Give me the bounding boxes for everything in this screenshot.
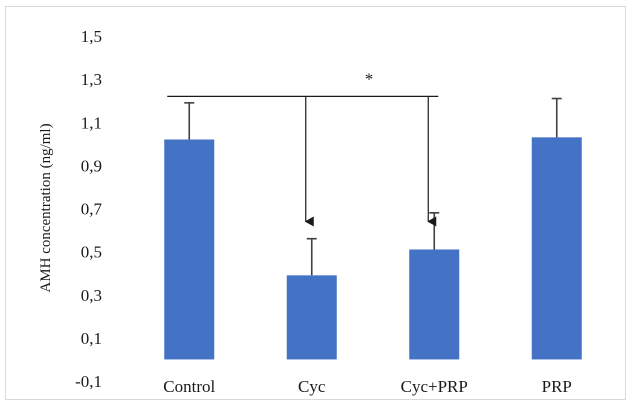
y-tick-label: 0,1 bbox=[81, 329, 102, 348]
error-bar bbox=[551, 97, 562, 138]
x-category-label: PRP bbox=[542, 377, 572, 396]
significance-annotation: * bbox=[167, 69, 439, 227]
x-category-label: Cyc+PRP bbox=[401, 377, 468, 396]
y-tick-label: 0,5 bbox=[81, 243, 102, 262]
y-tick-label: 0,7 bbox=[81, 200, 103, 219]
category-labels: Control Cyc Cyc+PRP PRP bbox=[163, 377, 572, 396]
error-bar bbox=[429, 212, 440, 250]
bars bbox=[164, 137, 582, 360]
error-bars bbox=[184, 97, 562, 276]
significance-star: * bbox=[365, 69, 374, 88]
y-tick-label: 1,3 bbox=[81, 70, 102, 89]
y-tick-label: 1,1 bbox=[81, 113, 102, 132]
bar-prp bbox=[531, 137, 582, 360]
bar-cyc bbox=[286, 275, 337, 360]
bar-control bbox=[164, 139, 215, 360]
x-category-label: Cyc bbox=[298, 377, 326, 396]
y-tick-label: 1,5 bbox=[81, 27, 102, 46]
y-tick-label: -0,1 bbox=[75, 372, 102, 391]
error-bar bbox=[184, 102, 195, 140]
y-tick-label: 0,3 bbox=[81, 286, 102, 305]
y-tick-labels: -0,1 0,1 0,3 0,5 0,7 0,9 1,1 1,3 1,5 bbox=[75, 27, 102, 391]
bar-cyc-prp bbox=[409, 249, 460, 360]
error-bar bbox=[306, 237, 317, 276]
y-axis-title: AMH concentration (ng/ml) bbox=[38, 123, 54, 292]
x-category-label: Control bbox=[163, 377, 215, 396]
y-tick-label: 0,9 bbox=[81, 156, 102, 175]
y-axis-title-group: AMH concentration (ng/ml) bbox=[38, 123, 54, 292]
